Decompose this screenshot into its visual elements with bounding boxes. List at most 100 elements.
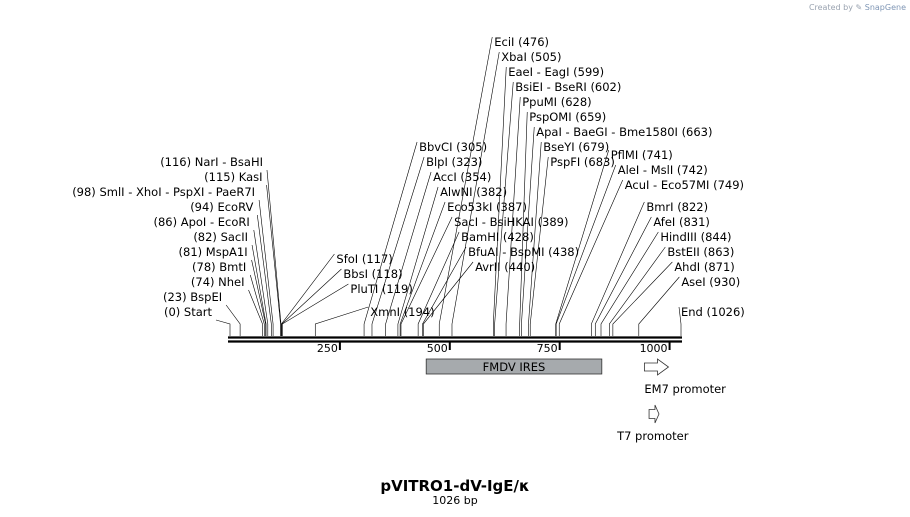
site-asei: AseI (930) [638,275,740,336]
site-leader-line [422,246,467,336]
enzyme-name: HindIII [660,230,700,244]
site-leader-line [609,246,666,336]
feature-t7-promoter: T7 promoter [616,404,689,443]
site-label: AfeI (831) [653,215,710,229]
site-leader-line [281,253,335,336]
site-eaei-eagi: EaeI - EagI (599) [493,65,604,336]
site-label: (81) MspA1I [179,245,248,259]
site-leader-line [266,169,282,336]
site-pluti: PluTI (119) [282,282,413,336]
site-position: (305) [456,140,487,154]
site-bmri: BmrI (822) [591,200,708,336]
site-leader-line [529,156,549,336]
site-bspei: (23) BspEI [163,290,241,336]
site-bamhi: BamHI (428) [417,230,534,336]
site-bbsi: BbsI (118) [281,267,403,336]
enzyme-name: BstEII [667,245,703,259]
promoter-arrow [643,358,670,376]
enzyme-name: AccI [433,170,460,184]
site-leader-line [363,141,418,336]
site-leader-line [251,244,267,336]
site-label: (115) KasI [204,170,262,184]
site-leader-line [397,186,439,336]
enzyme-name: AvrII [475,260,504,274]
enzyme-name: BspEI [190,290,222,304]
site-leader-line [253,229,269,336]
enzyme-name: AseI [681,275,709,289]
site-position: (742) [677,163,708,177]
enzyme-name: PluTI [350,282,382,296]
feature-em7-promoter: EM7 promoter [643,358,726,396]
site-label: AleI - MslI (742) [618,163,708,177]
site-bsiei-bseri: BsiEI - BseRI (602) [494,80,621,336]
site-ppumi: PpuMI (628) [505,95,592,336]
site-afei: AfeI (831) [594,215,710,336]
site-leader-line [248,289,263,336]
site-label: AcuI - Eco57MI (749) [625,178,744,192]
site-apoi-ecori: (86) ApoI - EcoRI [153,215,269,336]
position-ruler: 250 500 750 1000 [317,341,671,355]
site-label: (82) SacII [193,230,248,244]
site-label: BstEII (863) [667,245,734,259]
enzyme-name: BbsI [343,267,371,281]
site-label: (74) NheI [191,275,245,289]
site-saci-bsihkai: SacI - BsiHKAI (389) [400,215,569,336]
site-bmti: (78) BmtI [192,260,265,336]
enzyme-name: PspFI [550,155,584,169]
site-label: SacI - BsiHKAI (389) [454,215,568,229]
site-alei-msli: AleI - MslI (742) [555,163,708,336]
enzyme-name: ApoI - EcoRI [181,215,250,229]
site-label: EciI (476) [494,35,549,49]
site-bseyi: BseYI (679) [528,140,609,336]
site-pspfi: PspFI (683) [529,155,615,336]
site-label: (116) NarI - BsaHI [160,155,263,169]
site-position: (871) [704,260,735,274]
site-nhei: (74) NheI [191,275,263,336]
site-position: (94) [190,200,217,214]
site-position: (863) [703,245,734,259]
site-leader-line [249,274,265,336]
snapgene-logo-icon: ✎ [855,3,863,12]
site-position: (118) [372,267,403,281]
site-position: (749) [713,178,744,192]
features: FMDV IRES EM7 promoter T7 promoter [425,358,726,443]
enzyme-name: NheI [218,275,244,289]
feature-label: EM7 promoter [644,382,726,396]
site-label: AlwNI (382) [440,185,507,199]
site-position: (599) [573,65,604,79]
site-leader-line [225,304,241,336]
dna-backbone [228,336,682,343]
site-position: (74) [191,275,218,289]
feature-label: T7 promoter [616,429,689,443]
feature-fmdv-ires: FMDV IRES [425,358,603,375]
site-leader-line [494,81,514,336]
enzyme-name: Eco53kI [447,200,496,214]
site-position: (98) [72,185,99,199]
site-leader-line [438,36,493,336]
site-leader-line [558,179,623,336]
site-position: (930) [709,275,740,289]
site-leader-line [314,306,369,336]
enzyme-name: BseYI [543,140,578,154]
site-leader-line [528,141,542,336]
site-xmni: XmnI (194) [314,305,435,336]
ruler-tick-label: 1000 [640,342,668,355]
site-label: (86) ApoI - EcoRI [153,215,249,229]
enzyme-name: BfuAI - BspMI [468,245,548,259]
site-start: (0) Start [164,305,231,336]
site-leader-line [385,171,432,336]
site-acci: AccI (354) [385,170,491,336]
enzyme-name: PspOMI [529,110,575,124]
site-position: (831) [679,215,710,229]
site-position: (23) [163,290,190,304]
site-ecii: EciI (476) [438,35,549,336]
site-label: (0) Start [164,305,213,319]
site-acui-eco57mi: AcuI - Eco57MI (749) [558,178,744,336]
site-leader-line [215,319,231,336]
site-label: ApaI - BaeGI - Bme1580I (663) [536,125,712,139]
site-position: (683) [584,155,615,169]
site-leader-line [423,261,474,336]
site-position: (440) [504,260,535,274]
site-position: (354) [460,170,491,184]
